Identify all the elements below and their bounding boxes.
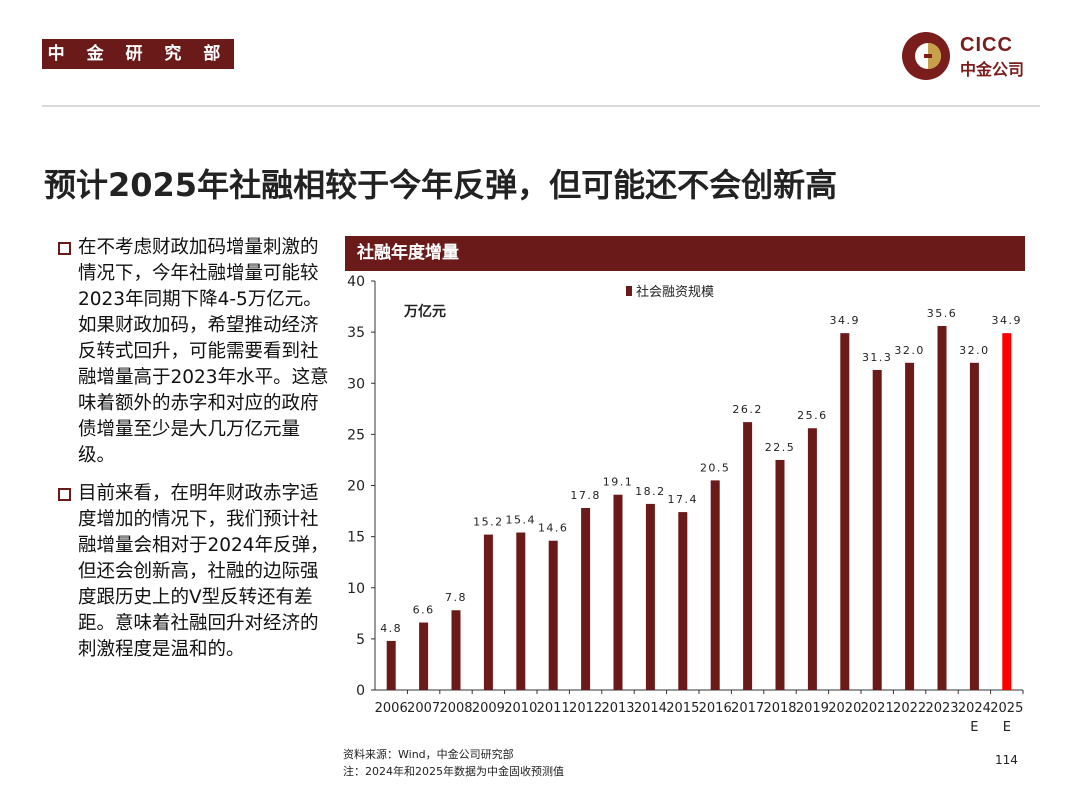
data-label: 15.4: [506, 514, 537, 527]
data-label: 14.6: [538, 522, 569, 535]
bar: [775, 459, 785, 690]
bullet-text: 目前来看，在明年财政赤字适度增加的情况下，我们预计社融增量会相对于2024年反弹…: [78, 483, 329, 660]
bar: [1002, 333, 1012, 690]
x-tick-label: 2007: [407, 701, 440, 716]
x-tick-label: 2008: [439, 701, 472, 716]
logo-english-text: CICC: [960, 34, 1013, 56]
x-tick-label: 2018: [763, 701, 796, 716]
data-label: 20.5: [700, 461, 731, 474]
bullet-item: 在不考虑财政加码增量刺激的情况下，今年社融增量可能较2023年同期下降4-5万亿…: [58, 235, 333, 469]
y-tick-label: 35: [347, 325, 365, 341]
x-tick-label: 2010: [504, 701, 537, 716]
x-tick-label: 2023: [925, 701, 958, 716]
x-tick-label: 2013: [601, 701, 634, 716]
y-tick-label: 40: [347, 274, 365, 290]
y-tick-label: 25: [347, 427, 365, 443]
data-label: 19.1: [603, 476, 634, 489]
page-number: 114: [995, 753, 1018, 767]
bullet-list: 在不考虑财政加码增量刺激的情况下，今年社融增量可能较2023年同期下降4-5万亿…: [58, 235, 333, 675]
data-label: 18.2: [635, 485, 666, 498]
bar: [548, 540, 558, 690]
data-label: 22.5: [765, 441, 796, 454]
bar: [937, 325, 947, 690]
data-label: 6.6: [413, 604, 435, 617]
cicc-logo: CICC 中金公司: [900, 30, 1045, 82]
bar: [516, 532, 526, 690]
x-tick-label: 2006: [375, 701, 408, 716]
data-label: 26.2: [732, 403, 763, 416]
bar: [483, 534, 493, 690]
logo-chinese-text: 中金公司: [960, 60, 1025, 79]
bullet-text: 在不考虑财政加码增量刺激的情况下，今年社融增量可能较2023年同期下降4-5万亿…: [78, 237, 329, 466]
cicc-logo-icon: [902, 32, 950, 80]
y-tick-label: 30: [347, 376, 365, 392]
data-label: 35.6: [927, 307, 958, 320]
source-note: 资料来源：Wind，中金公司研究部: [343, 748, 514, 761]
square-bullet-icon: [58, 242, 71, 255]
bar: [645, 503, 655, 690]
bar: [451, 610, 461, 690]
legend-label: 社会融资规模: [636, 284, 714, 300]
x-tick-label: 2016: [699, 701, 732, 716]
y-tick-label: 0: [356, 683, 365, 699]
x-tick-label: 2009: [472, 701, 505, 716]
x-tick-label: 2014: [634, 701, 667, 716]
data-label: 4.8: [380, 622, 402, 635]
bar-chart: 0 5 10 15 20 25 30 35 40 2006 4.8 2007 6.6 2008 7.8 20…: [347, 274, 1024, 735]
bar: [969, 362, 979, 690]
unit-label: 万亿元: [403, 303, 446, 320]
x-tick-label: 2015: [666, 701, 699, 716]
data-label: 34.9: [830, 314, 861, 327]
bar: [710, 480, 720, 690]
x-tick-label: 2022: [893, 701, 926, 716]
x-tick-label: 2021: [861, 701, 894, 716]
legend-swatch: [626, 286, 632, 296]
x-tick-label: 2019: [796, 701, 829, 716]
bar: [872, 369, 882, 690]
y-tick-label: 20: [347, 479, 365, 495]
y-tick-label: 10: [347, 581, 365, 597]
bullet-item: 目前来看，在明年财政赤字适度增加的情况下，我们预计社融增量会相对于2024年反弹…: [58, 481, 333, 663]
slide-title: 预计2025年社融相较于今年反弹，但可能还不会创新高: [44, 166, 838, 204]
bar: [419, 622, 429, 690]
bar: [905, 362, 915, 690]
y-tick-label: 15: [347, 530, 365, 546]
data-label: 17.8: [570, 489, 601, 502]
forecast-note: 注：2024年和2025年数据为中金固收预测值: [343, 765, 564, 778]
x-tick-label: 2024 E: [958, 701, 991, 735]
x-tick-label: 2025 E: [990, 701, 1023, 735]
department-tag: 中 金 研 究 部: [42, 39, 234, 69]
bar: [678, 512, 688, 690]
data-label: 31.3: [862, 351, 893, 364]
data-label: 25.6: [797, 409, 828, 422]
data-label: 15.2: [473, 516, 504, 529]
data-label: 7.8: [445, 591, 467, 604]
x-tick-label: 2017: [731, 701, 764, 716]
data-label: 34.9: [992, 314, 1023, 327]
bar: [807, 428, 817, 690]
data-label: 32.0: [894, 344, 925, 357]
x-tick-label: 2011: [537, 701, 570, 716]
bar: [743, 422, 753, 690]
header-divider: [42, 105, 1040, 107]
x-tick-label: 2020: [828, 701, 861, 716]
bar: [613, 494, 623, 690]
bar: [840, 333, 850, 690]
data-label: 17.4: [668, 493, 699, 506]
square-bullet-icon: [58, 488, 71, 501]
data-label: 32.0: [959, 344, 990, 357]
y-tick-label: 5: [356, 632, 365, 648]
bar: [386, 640, 396, 690]
chart-title: 社融年度增量: [345, 236, 1025, 271]
x-tick-label: 2012: [569, 701, 602, 716]
bar: [581, 507, 591, 690]
